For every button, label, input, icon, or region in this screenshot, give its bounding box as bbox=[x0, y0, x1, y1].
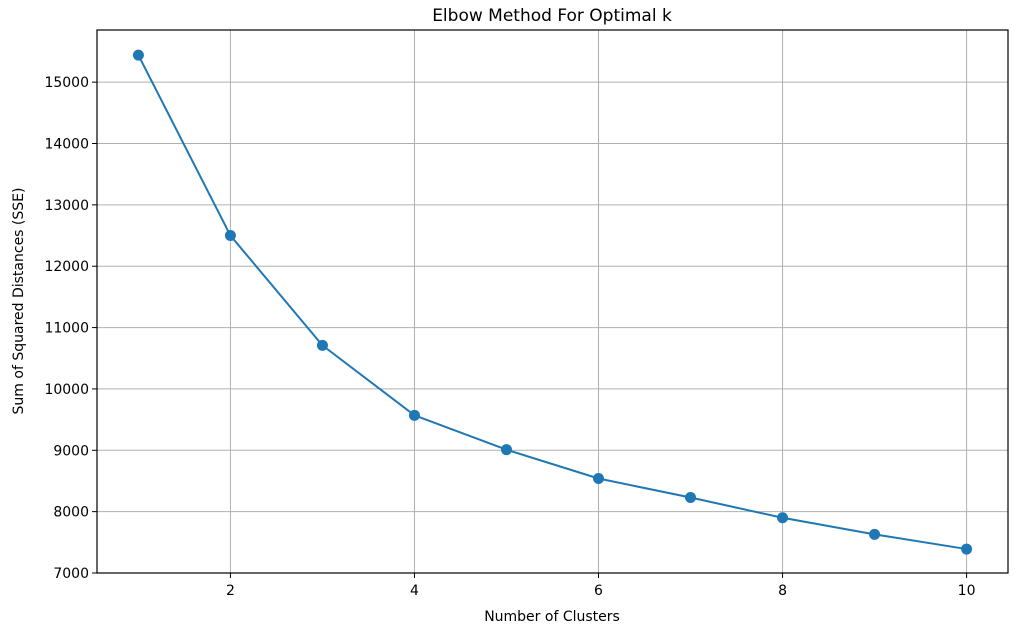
y-tick-label: 9000 bbox=[53, 443, 89, 459]
y-tick-label: 10000 bbox=[44, 382, 89, 398]
data-point bbox=[132, 49, 144, 61]
data-point bbox=[593, 473, 605, 485]
x-tick-label: 8 bbox=[778, 583, 787, 599]
axis-ticks bbox=[92, 81, 968, 578]
y-tick-label: 14000 bbox=[44, 137, 89, 153]
x-tick-label: 10 bbox=[958, 583, 976, 599]
data-point bbox=[500, 444, 512, 456]
data-point bbox=[408, 409, 420, 421]
data-point bbox=[685, 492, 697, 504]
data-series bbox=[132, 49, 973, 555]
grid-lines bbox=[97, 30, 1008, 574]
data-point bbox=[224, 230, 236, 242]
data-point bbox=[316, 339, 328, 351]
x-tick-label: 4 bbox=[410, 583, 419, 599]
y-tick-label: 8000 bbox=[53, 505, 89, 521]
data-point bbox=[869, 528, 881, 540]
chart-title: Elbow Method For Optimal k bbox=[432, 6, 672, 26]
series-line bbox=[137, 54, 967, 551]
y-axis-label: Sum of Squared Distances (SSE) bbox=[11, 188, 27, 415]
y-tick-label: 13000 bbox=[44, 198, 89, 214]
plot-frame bbox=[96, 29, 1009, 574]
axis-tick-labels: 2 4 6 8 10 7000 8000 9000 10000 11000 12000 13000 14… bbox=[44, 75, 975, 599]
y-tick-label: 11000 bbox=[44, 321, 89, 337]
x-axis-label: Number of Clusters bbox=[484, 609, 620, 625]
y-tick-label: 12000 bbox=[44, 259, 89, 275]
data-point bbox=[961, 543, 973, 555]
y-tick-label: 15000 bbox=[44, 75, 89, 91]
x-tick-label: 2 bbox=[226, 583, 235, 599]
x-tick-label: 6 bbox=[594, 583, 603, 599]
y-tick-label: 7000 bbox=[53, 566, 89, 582]
data-point bbox=[777, 512, 789, 524]
